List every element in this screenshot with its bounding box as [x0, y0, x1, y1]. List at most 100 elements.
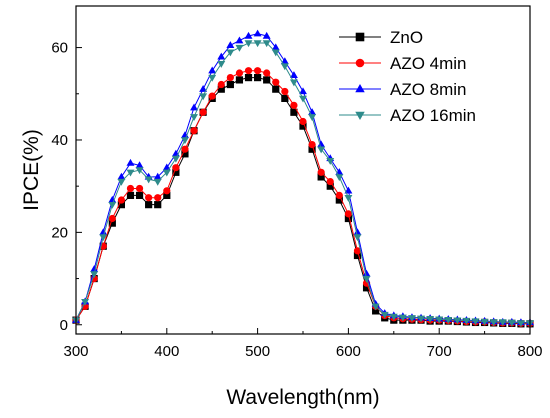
data-point-azo-4min: [326, 177, 334, 186]
data-point-azo-16min: [244, 40, 253, 48]
data-point-zno: [290, 108, 298, 116]
data-point-azo-16min: [117, 178, 126, 186]
data-point-azo-4min: [335, 191, 343, 200]
legend-item-azo-4min: AZO 4min: [339, 54, 467, 73]
data-point-azo-16min: [335, 174, 344, 182]
data-point-azo-4min: [126, 184, 135, 193]
series-azo-16min: [72, 40, 534, 328]
data-point-zno: [326, 182, 334, 190]
x-axis-title: Wavelength(nm): [226, 386, 379, 409]
data-point-zno: [372, 307, 380, 315]
data-point-azo-8min: [208, 66, 217, 74]
legend-marker: [355, 58, 365, 68]
data-point-zno: [353, 251, 362, 260]
data-point-azo-8min: [289, 71, 298, 78]
data-point-azo-8min: [226, 41, 235, 48]
data-point-azo-16min: [226, 49, 235, 57]
data-point-azo-16min: [507, 319, 516, 327]
data-point-zno: [163, 191, 171, 200]
data-point-azo-8min: [126, 158, 135, 166]
data-point-zno: [154, 201, 162, 209]
x-tick-label: 400: [154, 343, 179, 360]
data-point-azo-16min: [480, 318, 489, 326]
x-tick-label: 600: [336, 343, 361, 360]
legend-item-zno: ZnO: [339, 28, 423, 47]
data-point-azo-4min: [308, 140, 316, 149]
data-point-azo-4min: [254, 67, 262, 75]
data-point-azo-8min: [344, 186, 353, 194]
legend-label: ZnO: [390, 28, 423, 47]
data-point-azo-16min: [389, 313, 398, 321]
legend-label: AZO 16min: [390, 106, 476, 125]
data-point-azo-4min: [217, 80, 225, 89]
legend-label: AZO 4min: [390, 54, 467, 73]
legend: ZnO AZO 4min AZO 8min AZO 16min: [339, 28, 476, 125]
data-point-azo-4min: [181, 145, 189, 153]
data-point-zno: [281, 94, 289, 102]
data-point-azo-16min: [317, 146, 326, 154]
data-point-azo-16min: [308, 114, 317, 122]
axis-ticks: 300 400 500 600 700 800 0 20 40 60: [51, 40, 542, 360]
data-point-azo-16min: [99, 234, 108, 242]
data-point-zno: [317, 173, 325, 181]
data-point-azo-8min: [235, 36, 244, 44]
data-point-azo-4min: [299, 117, 307, 126]
data-point-azo-8min: [90, 265, 99, 273]
data-point-zno: [299, 122, 307, 130]
data-point-azo-16min: [326, 158, 335, 165]
series-azo-8min: [72, 29, 534, 326]
y-tick-label: 20: [51, 224, 68, 241]
data-point-azo-8min: [217, 52, 226, 60]
data-point-azo-8min: [135, 161, 144, 169]
data-point-azo-8min: [99, 228, 108, 236]
data-point-azo-8min: [317, 140, 326, 148]
data-point-azo-16min: [81, 298, 90, 306]
data-point-azo-16min: [126, 169, 135, 177]
data-point-azo-16min: [90, 271, 99, 279]
data-point-azo-4min: [199, 108, 207, 116]
data-point-zno: [308, 145, 316, 153]
data-point-azo-8min: [271, 43, 280, 51]
data-point-zno: [254, 74, 262, 82]
data-point-azo-4min: [163, 187, 171, 195]
data-point-azo-16min: [435, 316, 444, 324]
data-point-azo-16min: [408, 315, 416, 322]
data-point-azo-16min: [253, 40, 262, 48]
data-point-azo-8min: [162, 163, 171, 171]
data-point-azo-16min: [235, 44, 244, 52]
y-tick-label: 60: [51, 40, 68, 57]
data-point-azo-4min: [117, 196, 125, 204]
data-point-zno: [244, 74, 253, 82]
legend-label: AZO 8min: [390, 80, 467, 99]
data-point-azo-16min: [398, 314, 407, 322]
data-point-azo-8min: [244, 31, 253, 39]
data-point-azo-16min: [380, 311, 389, 319]
legend-marker: [355, 32, 365, 42]
data-point-azo-16min: [181, 137, 189, 145]
data-point-azo-4min: [281, 87, 289, 96]
data-point-azo-16min: [417, 315, 425, 323]
data-point-azo-16min: [199, 93, 208, 101]
data-point-zno: [172, 168, 180, 176]
legend-marker: [355, 111, 365, 120]
data-point-azo-16min: [208, 74, 217, 82]
data-point-azo-16min: [262, 40, 271, 48]
data-point-azo-4min: [208, 92, 216, 100]
data-point-azo-16min: [462, 317, 471, 325]
data-point-azo-4min: [226, 74, 234, 82]
data-point-azo-16min: [271, 49, 280, 57]
data-point-azo-16min: [353, 234, 362, 242]
data-point-azo-16min: [344, 195, 353, 202]
legend-item-azo-16min: AZO 16min: [339, 106, 476, 125]
data-point-zno: [108, 219, 116, 227]
data-point-azo-16min: [144, 176, 153, 184]
legend-marker: [355, 84, 365, 93]
data-point-azo-16min: [516, 320, 525, 328]
data-point-azo-4min: [235, 69, 244, 77]
data-point-azo-16min: [135, 167, 144, 175]
data-point-azo-4min: [263, 69, 271, 77]
y-tick-label: 0: [60, 317, 68, 334]
data-point-azo-4min: [344, 210, 352, 218]
data-point-azo-8min: [153, 172, 162, 180]
data-point-azo-16min: [190, 114, 198, 122]
